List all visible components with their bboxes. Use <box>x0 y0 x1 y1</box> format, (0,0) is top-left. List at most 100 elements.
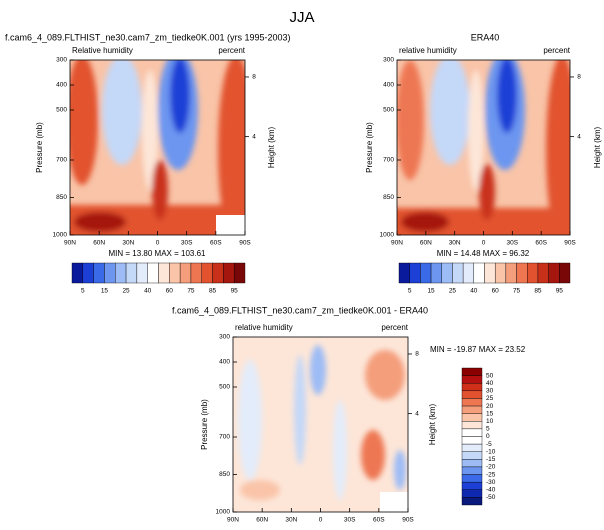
colorbar-label: 95 <box>556 288 564 295</box>
colorbar-label: 75 <box>187 288 195 295</box>
colorbar-box <box>461 405 483 414</box>
colorbar-box <box>494 262 507 284</box>
min-max-annotation: MIN = -19.87 MAX = 23.52 <box>430 345 526 354</box>
y-tick-label: 850 <box>219 471 230 478</box>
y2-tick-label: 4 <box>577 133 581 140</box>
left-label: relative humidity <box>235 323 293 332</box>
colorbar-box <box>516 262 528 284</box>
colorbar-label: -25 <box>486 471 496 478</box>
colorbar-box <box>430 262 442 284</box>
colorbar-box <box>147 262 159 284</box>
right-label: percent <box>543 46 570 55</box>
contour-field <box>70 60 245 235</box>
x-tick-label: 0 <box>156 240 160 247</box>
y2-tick-label: 8 <box>577 74 581 81</box>
colorbar-box <box>201 262 213 284</box>
colorbar-label: -5 <box>486 441 492 448</box>
y2-tick-label: 8 <box>415 351 419 358</box>
y2-axis-label: Height (km) <box>593 126 602 168</box>
colorbar-box <box>461 421 483 430</box>
x-tick-label: 90S <box>402 517 414 524</box>
x-tick-label: 60N <box>420 240 432 247</box>
colorbar-box <box>537 262 549 284</box>
y-tick-label: 300 <box>219 334 230 341</box>
x-tick-label: 30N <box>122 240 134 247</box>
colorbar-label: -40 <box>486 486 496 493</box>
y-tick-label: 400 <box>219 359 230 366</box>
x-tick-label: 60N <box>93 240 105 247</box>
colorbar-box <box>158 262 170 284</box>
colorbar-label: 5 <box>408 288 412 295</box>
colorbar-box <box>136 262 148 284</box>
colorbar-label: -50 <box>486 494 496 501</box>
x-tick-label: 60N <box>256 517 268 524</box>
colorbar-label: 15 <box>486 410 494 417</box>
colorbar-box <box>461 489 483 498</box>
colorbar-box <box>104 262 116 284</box>
colorbar-label: 15 <box>101 288 109 295</box>
colorbar-label: 5 <box>81 288 85 295</box>
colorbar-box <box>548 262 560 284</box>
colorbar-box <box>169 262 181 284</box>
x-tick-label: 30S <box>181 240 193 247</box>
colorbar-label: 25 <box>122 288 130 295</box>
colorbar-box <box>461 383 483 392</box>
min-max-annotation: MIN = 13.80 MAX = 103.61 <box>109 249 206 258</box>
y-tick-label: 300 <box>56 57 67 64</box>
panel-title: ERA40 <box>471 32 500 42</box>
contour-field <box>233 337 408 512</box>
colorbar-box <box>461 443 483 452</box>
colorbar-box <box>461 367 483 376</box>
y2-axis-label: Height (km) <box>428 403 437 445</box>
y-tick-label: 500 <box>383 107 394 114</box>
colorbar-box <box>212 262 224 284</box>
colorbar-box <box>115 262 127 284</box>
y-tick-label: 1000 <box>53 232 68 239</box>
colorbar-box <box>398 262 410 284</box>
left-label: relative humidity <box>399 46 457 55</box>
y2-tick-label: 4 <box>252 133 256 140</box>
x-tick-label: 30S <box>507 240 519 247</box>
colorbar-label: 50 <box>486 372 494 379</box>
x-tick-label: 90N <box>227 517 239 524</box>
colorbar-box <box>461 466 483 475</box>
x-tick-label: 30N <box>449 240 461 247</box>
colorbar-label: 40 <box>486 380 494 387</box>
colorbar-box <box>559 262 571 284</box>
x-tick-label: 90S <box>564 240 576 247</box>
contour-field <box>397 60 570 235</box>
x-tick-label: 60S <box>535 240 547 247</box>
colorbar-box <box>461 497 483 506</box>
colorbar-box <box>233 262 246 284</box>
y-tick-label: 500 <box>219 384 230 391</box>
colorbar-label: 75 <box>513 288 521 295</box>
colorbar-box <box>461 390 483 399</box>
y2-tick-label: 8 <box>252 74 256 81</box>
y-tick-label: 500 <box>56 107 67 114</box>
colorbar-label: 10 <box>486 418 494 425</box>
y-tick-label: 700 <box>219 434 230 441</box>
y-tick-label: 700 <box>56 157 67 164</box>
colorbar-label: 40 <box>144 288 152 295</box>
x-tick-label: 30S <box>344 517 356 524</box>
colorbar-box <box>190 262 202 284</box>
colorbar-box <box>484 262 496 284</box>
min-max-annotation: MIN = 14.48 MAX = 96.32 <box>437 249 530 258</box>
x-tick-label: 60S <box>373 517 385 524</box>
colorbar-box <box>461 481 483 490</box>
colorbar-box <box>461 474 483 483</box>
colorbar-box <box>179 262 192 284</box>
y-axis-label: Pressure (mb) <box>35 122 44 173</box>
colorbar-box <box>461 375 483 384</box>
y-tick-label: 400 <box>383 82 394 89</box>
y-tick-label: 850 <box>56 194 67 201</box>
colorbar-label: 20 <box>486 403 494 410</box>
y2-tick-label: 4 <box>415 410 419 417</box>
y-tick-label: 1000 <box>380 232 395 239</box>
colorbar-label: 25 <box>449 288 457 295</box>
colorbar-box <box>473 262 485 284</box>
figure-title: JJA <box>289 9 314 26</box>
x-tick-label: 30N <box>285 517 297 524</box>
x-tick-label: 90S <box>239 240 251 247</box>
